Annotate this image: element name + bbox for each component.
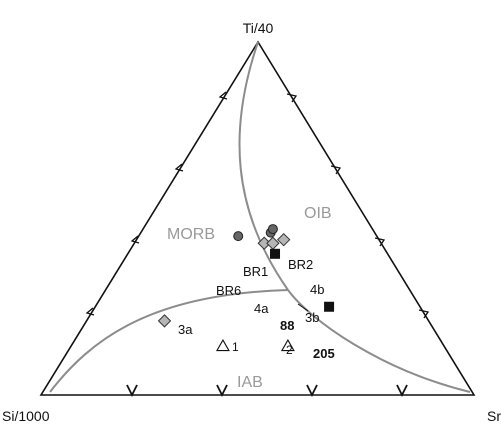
field-label-oib: OIB bbox=[304, 205, 332, 222]
tick-mark bbox=[418, 309, 430, 319]
tick-mark bbox=[286, 93, 298, 103]
point-label-4a: 4a bbox=[254, 301, 269, 316]
tick-mark bbox=[396, 384, 408, 398]
field-label-iab: IAB bbox=[237, 374, 263, 391]
tick-mark bbox=[216, 384, 228, 398]
tick-mark bbox=[330, 165, 342, 175]
boundary-iab-upper bbox=[49, 289, 289, 393]
data-point-205 bbox=[324, 301, 335, 312]
field-label-morb: MORB bbox=[167, 226, 215, 243]
data-point-4b bbox=[276, 232, 291, 247]
boundary-iab-right bbox=[287, 289, 471, 393]
tick-mark bbox=[126, 384, 138, 398]
point-label-br1: BR1 bbox=[243, 264, 268, 279]
boundary-morb-oib bbox=[238, 41, 289, 291]
data-point-88 bbox=[270, 248, 281, 259]
tick-mark bbox=[85, 307, 95, 316]
vertex-label-right: Sr bbox=[487, 408, 501, 424]
left-edge-ticks bbox=[85, 91, 228, 316]
data-point-3a bbox=[157, 314, 172, 328]
tick-mark bbox=[130, 235, 140, 244]
data-point-2 bbox=[280, 338, 295, 352]
bottom-edge-ticks bbox=[126, 384, 408, 398]
triangle-frame bbox=[39, 40, 476, 396]
right-edge-ticks bbox=[286, 93, 430, 319]
data-point-1 bbox=[215, 338, 230, 352]
point-label-3a: 3a bbox=[178, 322, 193, 337]
tick-mark bbox=[374, 237, 386, 247]
vertex-label-left: Si/1000 bbox=[2, 408, 50, 424]
data-points bbox=[157, 224, 335, 352]
data-point-br2 bbox=[267, 224, 278, 235]
point-label-br2: BR2 bbox=[288, 257, 313, 272]
data-point-3b bbox=[266, 236, 280, 250]
point-label-br6: BR6 bbox=[216, 283, 241, 298]
label-leader-3b bbox=[297, 303, 309, 312]
tick-mark bbox=[306, 384, 318, 398]
vertex-label-top: Ti/40 bbox=[243, 20, 274, 36]
point-label-2: 2 bbox=[286, 343, 293, 357]
tick-mark bbox=[218, 91, 228, 100]
data-point-br6 bbox=[233, 231, 244, 242]
point-label-88: 88 bbox=[280, 318, 294, 333]
point-label-205: 205 bbox=[313, 346, 335, 361]
tick-mark bbox=[174, 163, 184, 172]
point-label-3b: 3b bbox=[305, 310, 319, 325]
point-label-4b: 4b bbox=[310, 282, 324, 297]
point-label-1: 1 bbox=[232, 340, 239, 354]
